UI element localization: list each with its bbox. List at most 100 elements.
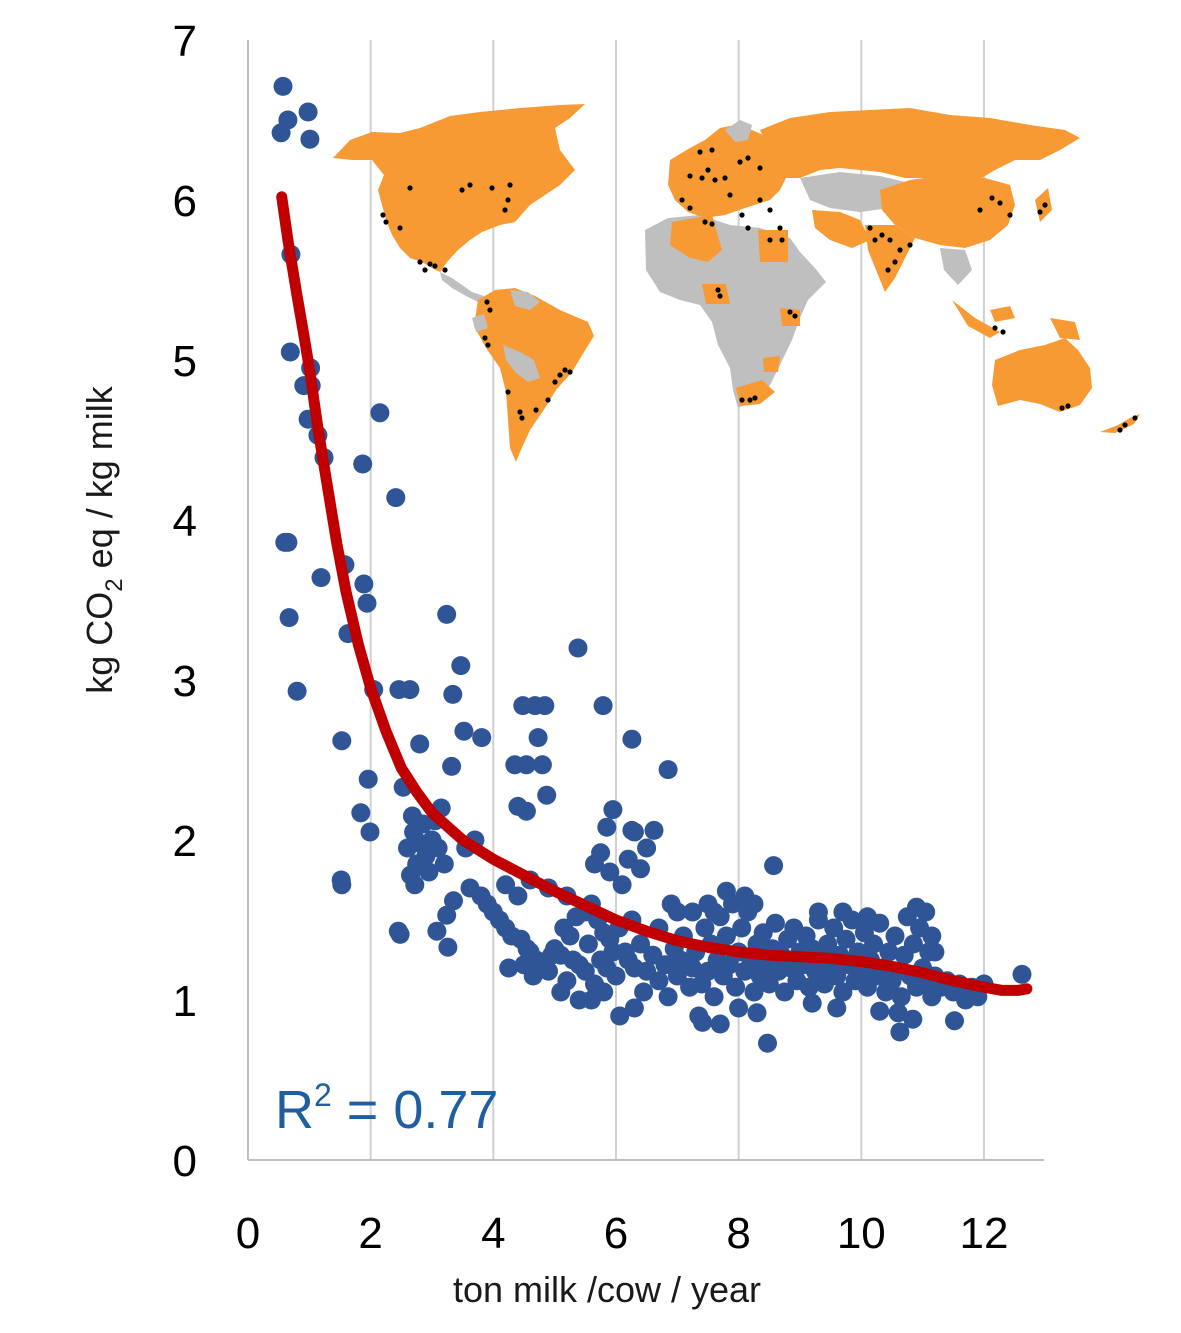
y-tick-label: 3 xyxy=(173,657,197,706)
map-site-dot xyxy=(712,177,718,183)
data-point xyxy=(360,822,380,842)
data-point xyxy=(332,875,352,895)
data-point xyxy=(824,918,844,938)
data-point xyxy=(537,785,557,805)
map-indonesia xyxy=(952,300,1080,340)
data-point xyxy=(744,894,764,914)
data-point xyxy=(591,843,611,863)
data-point xyxy=(472,728,492,748)
map-site-dot xyxy=(505,197,511,203)
map-site-dot xyxy=(557,372,563,378)
map-site-dot xyxy=(722,175,728,181)
y-tick-label: 6 xyxy=(173,177,197,226)
x-tick-label: 8 xyxy=(726,1209,750,1258)
data-point xyxy=(818,934,838,954)
data-point xyxy=(631,934,650,954)
data-point xyxy=(836,929,856,949)
map-site-dot xyxy=(417,259,423,265)
map-site-dot xyxy=(487,307,493,313)
map-site-dot xyxy=(739,397,745,403)
data-point xyxy=(695,918,715,938)
r-squared-annotation: R2 = 0.77 xyxy=(275,1077,498,1140)
data-point xyxy=(922,926,942,946)
data-point xyxy=(370,403,390,423)
data-point xyxy=(916,902,936,922)
map-site-dot xyxy=(687,205,693,211)
y-axis-title-sub: 2 xyxy=(101,578,128,591)
r-squared-value: = 0.77 xyxy=(332,1080,499,1140)
y-tick-label: 4 xyxy=(173,497,197,546)
map-site-dot xyxy=(1000,329,1006,335)
data-point xyxy=(443,684,463,704)
x-axis-title: ton milk /cow / year xyxy=(453,1269,761,1310)
map-site-dot xyxy=(757,197,763,203)
data-point xyxy=(857,907,877,927)
data-point xyxy=(612,875,632,895)
map-site-dot xyxy=(507,182,513,188)
data-point xyxy=(903,1009,923,1029)
map-india xyxy=(865,225,915,292)
data-point xyxy=(603,800,623,820)
data-point xyxy=(271,123,291,143)
map-site-dot xyxy=(459,187,465,193)
map-site-dot xyxy=(699,175,705,181)
data-point xyxy=(419,862,439,882)
data-point xyxy=(833,902,853,922)
map-new-zealand xyxy=(1100,414,1140,433)
data-point xyxy=(658,760,678,780)
map-site-dot xyxy=(777,225,783,231)
map-site-dot xyxy=(977,207,983,213)
data-point xyxy=(716,881,736,901)
data-point xyxy=(683,958,703,978)
map-site-dot xyxy=(702,219,708,225)
map-site-dot xyxy=(467,182,473,188)
data-point xyxy=(410,833,430,853)
x-tick-label: 4 xyxy=(481,1209,505,1258)
data-point xyxy=(427,921,447,941)
map-site-dot xyxy=(727,192,733,198)
map-site-dot xyxy=(767,207,773,213)
map-site-markers xyxy=(380,147,1138,433)
data-point xyxy=(405,875,425,895)
data-point xyxy=(644,820,664,840)
map-site-dot xyxy=(407,185,413,191)
map-site-dot xyxy=(767,237,773,243)
map-site-dot xyxy=(897,247,903,253)
map-site-dot xyxy=(879,232,885,238)
data-point xyxy=(945,1011,964,1031)
data-point xyxy=(649,971,669,991)
data-point xyxy=(516,755,536,775)
data-point xyxy=(593,696,613,716)
data-point xyxy=(386,488,406,508)
map-site-dot xyxy=(907,242,913,248)
map-site-dot xyxy=(872,237,878,243)
data-point xyxy=(542,945,562,965)
data-point xyxy=(624,822,644,842)
data-point xyxy=(827,998,847,1018)
data-point xyxy=(451,656,471,676)
x-tick-labels: 0 2 4 6 8 10 12 xyxy=(236,1209,1009,1258)
data-point xyxy=(634,982,654,1002)
data-point xyxy=(758,1033,777,1053)
y-tick-label: 1 xyxy=(173,977,197,1026)
data-point xyxy=(732,918,752,938)
data-point xyxy=(442,756,462,776)
data-point xyxy=(311,568,331,588)
map-europe xyxy=(668,125,790,218)
map-site-dot xyxy=(552,379,558,385)
data-point xyxy=(827,966,847,986)
y-tick-labels: 0 1 2 3 4 5 6 7 xyxy=(173,17,197,1186)
data-point xyxy=(885,926,905,946)
data-point xyxy=(535,696,555,716)
map-site-dot xyxy=(745,225,751,231)
data-point xyxy=(631,859,650,879)
data-point xyxy=(581,990,601,1010)
data-point xyxy=(454,721,474,741)
map-site-dot xyxy=(1042,202,1048,208)
map-site-dot xyxy=(787,309,793,315)
map-site-dot xyxy=(709,221,715,227)
data-point xyxy=(528,728,548,748)
data-point xyxy=(273,76,293,96)
data-point xyxy=(655,955,675,975)
data-point xyxy=(658,987,678,1007)
